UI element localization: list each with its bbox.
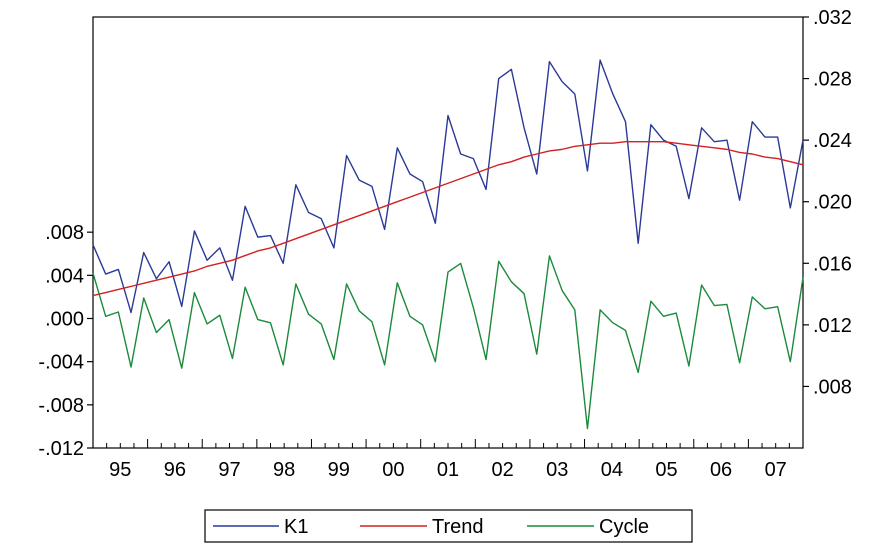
left-tick-label: .000 <box>45 309 84 331</box>
x-tick-label: 05 <box>655 459 677 481</box>
series-lines <box>92 59 804 430</box>
plot-frame <box>92 16 804 449</box>
x-axis: 95 96 97 98 99 00 01 02 03 04 05 06 07 <box>92 439 804 481</box>
x-tick-label: 04 <box>601 459 623 481</box>
legend-label-k1: K1 <box>284 516 308 538</box>
right-tick-label: .028 <box>813 69 852 91</box>
left-tick-label: -.012 <box>38 438 84 460</box>
x-tick-label: 98 <box>273 459 295 481</box>
right-tick-label: .032 <box>813 7 852 29</box>
x-tick-label: 06 <box>710 459 732 481</box>
left-tick-label: -.008 <box>38 395 84 417</box>
left-axis: .008 .004 .000 -.004 -.008 -.012 <box>38 222 93 460</box>
series-line-trend <box>92 140 804 297</box>
x-tick-label: 99 <box>328 459 350 481</box>
x-tick-label: 02 <box>491 459 513 481</box>
legend-label-trend: Trend <box>432 516 484 538</box>
legend-label-cycle: Cycle <box>599 516 649 538</box>
right-axis: .032 .028 .024 .020 .016 .012 .008 <box>803 7 852 398</box>
x-tick-label: 95 <box>109 459 131 481</box>
left-tick-label: -.004 <box>38 352 84 374</box>
right-tick-label: .024 <box>813 130 852 152</box>
x-tick-label: 03 <box>546 459 568 481</box>
x-tick-label: 00 <box>382 459 404 481</box>
right-tick-label: .020 <box>813 192 852 214</box>
right-tick-label: .012 <box>813 315 852 337</box>
series-line-k1 <box>92 59 804 314</box>
right-tick-label: .016 <box>813 253 852 275</box>
left-tick-label: .008 <box>45 222 84 244</box>
legend-box <box>204 509 693 543</box>
x-tick-label: 07 <box>765 459 787 481</box>
x-tick-label: 01 <box>437 459 459 481</box>
legend: K1 Trend Cycle <box>204 509 693 543</box>
right-tick-label: .008 <box>813 376 852 398</box>
series-line-cycle <box>92 255 804 430</box>
x-tick-label: 97 <box>218 459 240 481</box>
x-tick-label: 96 <box>164 459 186 481</box>
left-tick-label: .004 <box>45 265 84 287</box>
